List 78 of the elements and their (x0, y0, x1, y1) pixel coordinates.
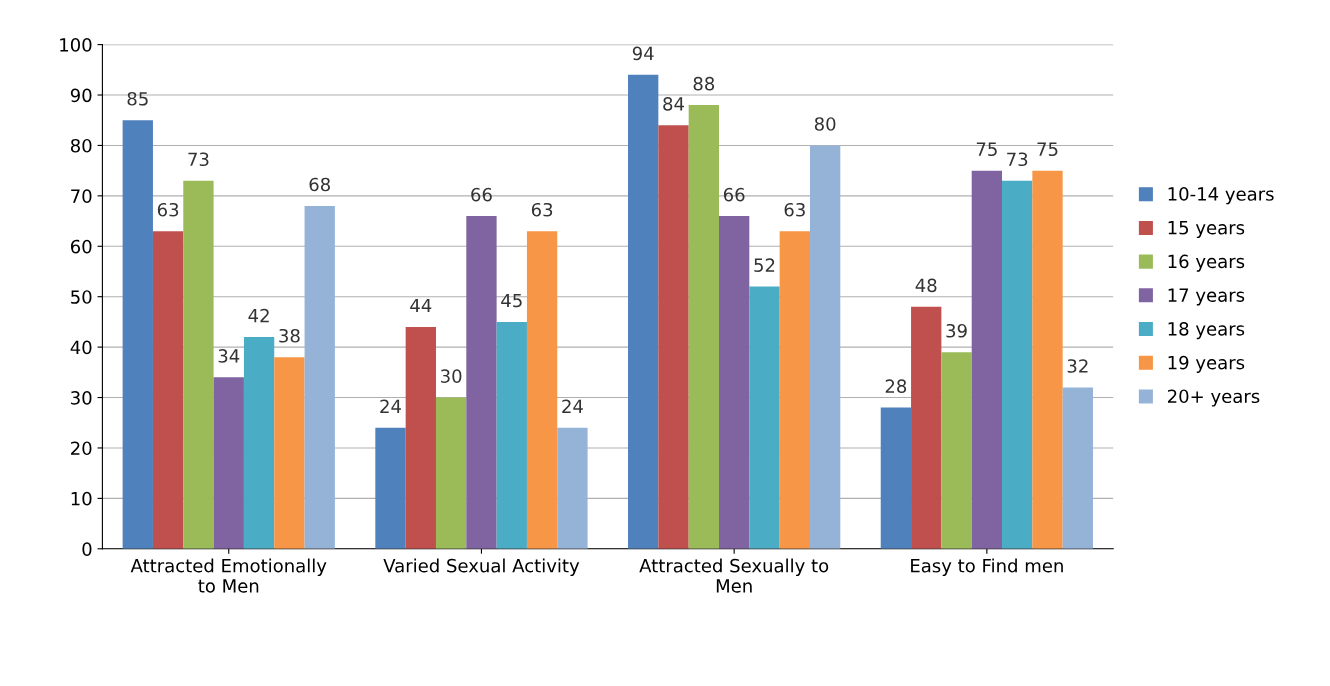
bar (880, 407, 912, 549)
bar (526, 231, 558, 549)
y-tick-label: 80 (70, 138, 92, 153)
y-tick-label: 70 (71, 189, 92, 203)
bar (122, 120, 153, 549)
bar (628, 74, 659, 549)
bar (911, 306, 942, 549)
bar (243, 337, 275, 549)
data-label: 68 (309, 177, 330, 192)
legend-label: 10-14 years (1168, 187, 1274, 205)
bar (213, 377, 244, 549)
data-label: 30 (441, 369, 462, 383)
bar (971, 170, 1003, 549)
bar (688, 105, 719, 549)
x-tick-label: Easy to Find men (911, 558, 1063, 576)
x-tick-label: Varied Sexual Activity (383, 558, 580, 576)
data-label: 63 (157, 202, 179, 217)
data-label: 80 (814, 117, 836, 131)
bar (557, 427, 588, 549)
bar (405, 326, 436, 549)
bar (304, 205, 335, 549)
data-label: 66 (723, 187, 745, 202)
legend-label: 17 years (1168, 288, 1245, 306)
x-tick-label: Attracted Emotionally to Men (130, 558, 327, 593)
bar (749, 286, 780, 549)
y-tick-label: 60 (70, 239, 92, 254)
data-label: 24 (380, 399, 401, 413)
data-label: 63 (531, 202, 553, 217)
y-tick-label: 50 (71, 290, 92, 304)
bar (1032, 170, 1063, 549)
bar (152, 231, 184, 549)
bar (274, 357, 305, 549)
bar (779, 231, 810, 549)
data-label: 66 (471, 187, 492, 202)
bar (719, 216, 750, 549)
legend-label: 16 years (1168, 254, 1245, 272)
data-label: 75 (1037, 142, 1058, 157)
bar (183, 180, 214, 549)
y-tick-label: 10 (71, 491, 92, 506)
legend-label: 15 years (1168, 221, 1245, 238)
bar (466, 216, 497, 549)
data-label: 84 (663, 97, 684, 111)
data-label: 85 (127, 91, 148, 106)
data-label: 94 (632, 46, 654, 61)
data-label: 32 (1067, 359, 1088, 373)
legend-label: 19 years (1168, 355, 1245, 373)
bar (496, 321, 527, 549)
y-tick-label: 30 (71, 391, 92, 405)
legend-label: 18 years (1168, 322, 1245, 340)
y-tick-label: 100 (60, 38, 92, 52)
legend-label: 20+ years (1167, 389, 1260, 407)
data-label: 24 (562, 399, 583, 413)
bar (375, 427, 406, 549)
data-label: 38 (279, 328, 300, 343)
data-label: 45 (501, 293, 522, 308)
data-label: 39 (946, 323, 967, 338)
bar (1062, 387, 1093, 549)
data-label: 42 (248, 308, 269, 323)
data-label: 52 (754, 258, 775, 272)
bar (1002, 180, 1033, 549)
bar (809, 145, 841, 549)
data-label: 48 (915, 278, 937, 293)
y-tick-label: 40 (70, 340, 92, 355)
data-label: 73 (188, 152, 209, 167)
data-label: 75 (976, 142, 997, 157)
x-tick-label: Attracted Sexually to Men (639, 558, 829, 593)
bar (435, 397, 467, 549)
y-tick-label: 90 (70, 88, 92, 103)
bar (658, 125, 689, 549)
data-label: 63 (784, 202, 805, 217)
data-label: 34 (218, 349, 240, 363)
data-label: 73 (1007, 152, 1028, 167)
y-tick-label: 0 (82, 542, 92, 556)
y-tick-label: 20 (71, 441, 92, 456)
data-label: 88 (693, 76, 715, 91)
bar (941, 352, 972, 549)
data-label: 44 (410, 298, 432, 313)
data-label: 28 (885, 379, 907, 394)
